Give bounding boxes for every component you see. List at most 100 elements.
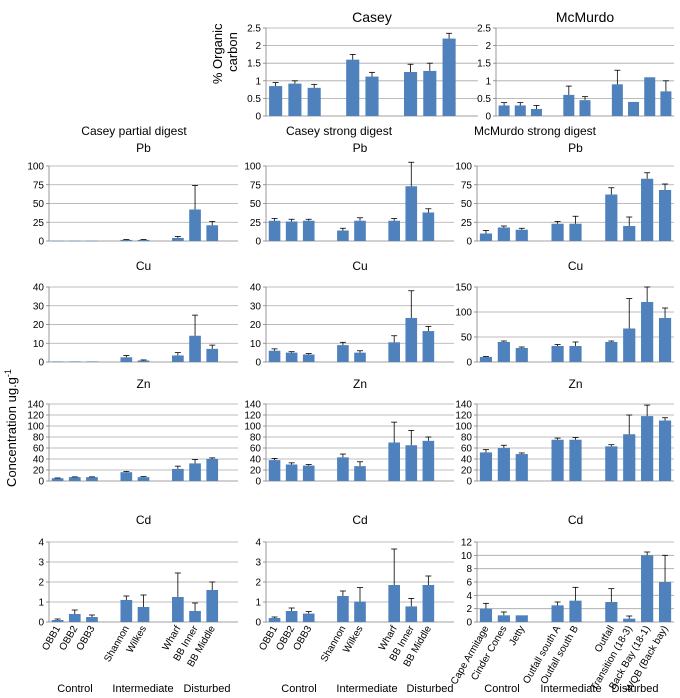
y-tick-label: 100 <box>244 162 261 173</box>
bar <box>422 440 435 481</box>
y-tick-label: 10 <box>33 339 45 350</box>
bar <box>206 225 219 241</box>
bar <box>497 342 510 362</box>
y-tick-label: 1 <box>255 598 261 609</box>
bar <box>479 608 493 622</box>
column-title-mcmurdo-strong: McMurdo strong digest <box>474 124 597 138</box>
y-tick-label: 0 <box>466 358 472 369</box>
bar <box>551 223 564 241</box>
y-tick-label: 20 <box>250 320 262 331</box>
bar <box>137 239 150 241</box>
y-tick-label: 40 <box>250 455 262 466</box>
y-tick-label: 120 <box>455 411 472 422</box>
bar <box>189 611 201 622</box>
panel-mcmurdo-oc: McMurdo 0 0.5 1 1.5 2 2.5 <box>477 9 674 123</box>
bar <box>206 459 219 481</box>
bar <box>388 220 400 241</box>
y-tick-label: 60 <box>461 444 473 455</box>
group-label-control-1: Control <box>57 683 92 695</box>
panel-cs-cd: Cd 0 1 2 3 4 <box>255 513 454 629</box>
bar <box>346 59 360 116</box>
y-tick-label: 0 <box>38 237 44 248</box>
x-category-label: Jetty <box>507 624 527 648</box>
organic-carbon-y-axis-label: % Organic carbon <box>210 20 240 84</box>
bar <box>302 465 315 481</box>
bar <box>268 618 281 622</box>
bar <box>354 601 366 622</box>
y-tick-label: 0 <box>255 618 261 629</box>
y-tick-label: 75 <box>33 180 45 191</box>
bar <box>605 194 618 241</box>
bar <box>189 209 201 241</box>
y-tick-label: 150 <box>455 283 472 294</box>
bar <box>658 420 672 481</box>
bar <box>442 38 456 117</box>
bar <box>515 615 528 622</box>
y-tick-label: 50 <box>33 199 45 210</box>
y-tick-label: 140 <box>27 400 44 411</box>
y-tick-label: 100 <box>244 422 261 433</box>
bar <box>285 352 298 362</box>
bar <box>268 350 281 362</box>
bar <box>605 446 618 481</box>
group-label-disturbed-1: Disturbed <box>183 683 230 695</box>
y-tick-label: 2.5 <box>477 24 491 35</box>
bar <box>579 100 591 116</box>
bar <box>206 590 219 622</box>
bar <box>405 445 418 481</box>
chart-panels: Casey00.511.522.5McMurdo00.511.522.5Pb02… <box>27 9 674 629</box>
bar <box>660 91 672 116</box>
bar <box>172 238 184 241</box>
y-tick-label: 3 <box>255 558 261 569</box>
bar <box>337 596 349 622</box>
y-tick-label: 4 <box>255 538 261 549</box>
bar <box>86 240 98 242</box>
panel-title: Casey <box>352 9 392 25</box>
y-tick-label: 140 <box>244 400 261 411</box>
y-tick-label: 20 <box>33 320 45 331</box>
group-label-intermediate-2: Intermediate <box>336 683 397 695</box>
bar <box>497 448 510 481</box>
panel-cp-cd: Cd 0 1 2 3 4 <box>38 513 238 629</box>
y-tick-label: 20 <box>461 466 473 477</box>
bar <box>658 582 672 622</box>
y-tick-label: 2 <box>485 41 491 52</box>
bar <box>623 328 636 362</box>
organic-carbon-label-line2: carbon <box>225 32 240 72</box>
panel-title: Pb <box>353 141 368 155</box>
y-tick-label: 20 <box>250 466 262 477</box>
bar <box>86 477 98 481</box>
bar <box>422 331 435 362</box>
bar <box>285 611 298 622</box>
bar <box>269 86 283 116</box>
y-tick-label: 1 <box>255 76 261 87</box>
y-tick-label: 2 <box>38 578 44 589</box>
y-tick-label: 120 <box>27 411 44 422</box>
bar <box>569 346 582 362</box>
group-label-disturbed-2: Disturbed <box>406 683 453 695</box>
bar <box>206 348 219 362</box>
bar <box>479 357 493 362</box>
bar <box>658 190 672 241</box>
group-label-control-2: Control <box>281 683 316 695</box>
bar <box>285 221 298 241</box>
bar <box>268 460 281 481</box>
y-tick-label: 0 <box>466 618 472 629</box>
y-tick-label: 100 <box>455 422 472 433</box>
y-tick-label: 4 <box>466 591 472 602</box>
bar <box>120 239 133 241</box>
bar <box>405 317 418 362</box>
panel-title: Pb <box>136 141 151 155</box>
y-tick-label: 0 <box>255 112 261 123</box>
y-tick-label: 100 <box>455 162 472 173</box>
y-tick-label: 1 <box>485 76 491 87</box>
x-category-label: OBB3 <box>291 624 314 653</box>
bar <box>120 600 133 622</box>
bar <box>405 186 418 241</box>
bar <box>137 360 150 362</box>
bar <box>189 335 201 362</box>
bar <box>569 439 582 481</box>
y-tick-label: 100 <box>27 162 44 173</box>
